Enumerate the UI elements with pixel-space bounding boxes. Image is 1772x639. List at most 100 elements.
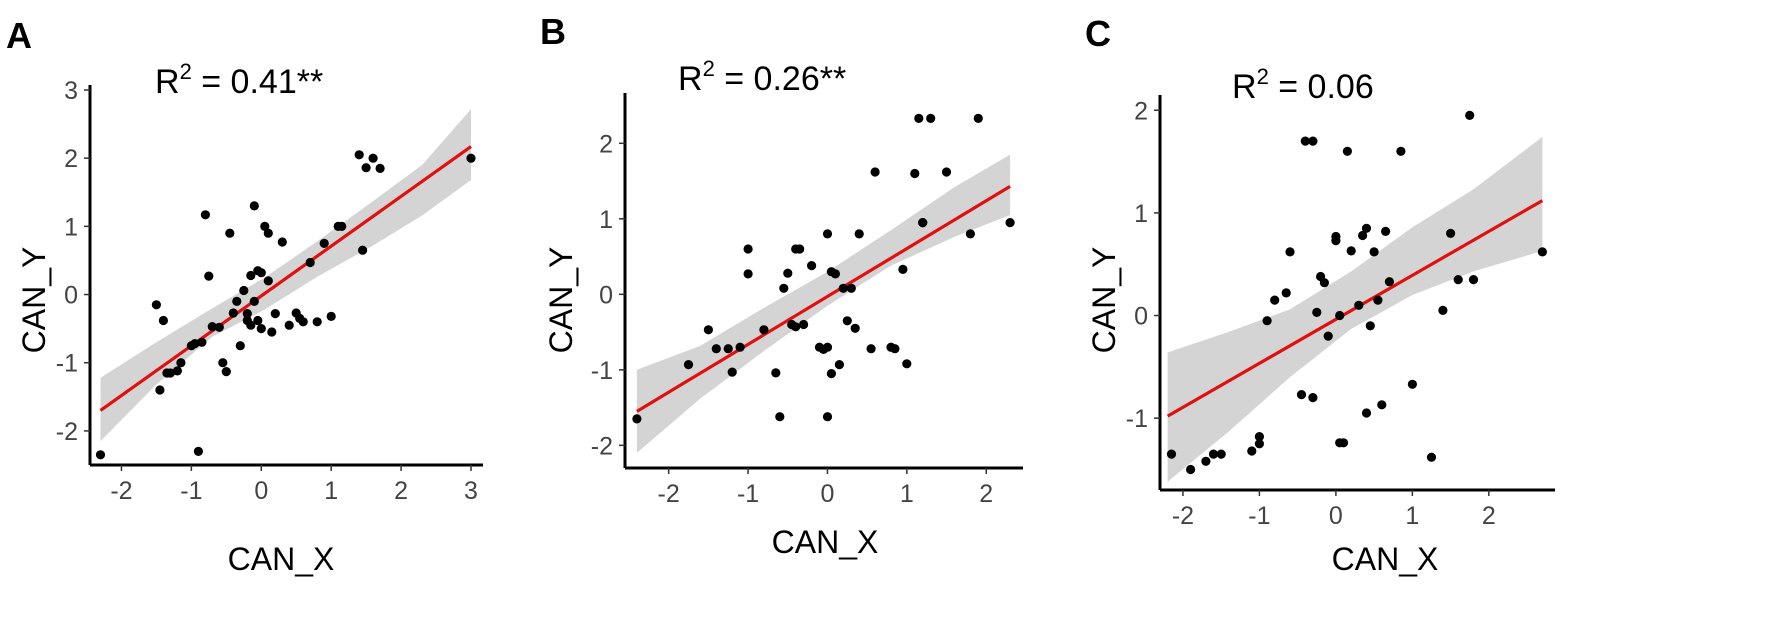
data-point (941, 167, 952, 177)
data-point (759, 325, 769, 335)
data-point (1338, 438, 1349, 448)
data-point (253, 315, 263, 326)
confidence-band (636, 154, 1011, 453)
x-tick-label: -2 (1172, 502, 1194, 530)
data-point (1270, 295, 1280, 305)
y-tick-label: 2 (599, 130, 613, 158)
panel-a: A R2 = 0.41** -2 -1 0 1 2 3 -2 -1 0 1 2 3 CAN_X CAN… (6, 15, 483, 577)
data-point (632, 414, 642, 424)
data-point (151, 300, 161, 310)
x-tick-label: 2 (394, 477, 408, 505)
data-point (1361, 223, 1372, 233)
data-point (1166, 449, 1177, 459)
data-point (1254, 439, 1264, 449)
data-point (1346, 246, 1356, 256)
data-point (1254, 432, 1264, 442)
data-point (249, 296, 259, 306)
x-tick-label: -1 (737, 480, 759, 508)
y-tick-label: 0 (1134, 303, 1148, 331)
y-tick-label: -1 (591, 357, 613, 385)
data-point (277, 237, 287, 247)
data-point (228, 308, 238, 318)
confidence-band (100, 109, 471, 442)
data-point (176, 358, 186, 368)
x-axis-title: CAN_X (1332, 541, 1439, 577)
data-point (683, 360, 694, 370)
x-tick-label: 1 (324, 477, 338, 505)
data-point (826, 369, 837, 379)
data-point (711, 344, 721, 354)
data-point (190, 339, 200, 349)
data-point (870, 167, 880, 177)
data-point (267, 327, 277, 337)
data-point (204, 271, 214, 281)
data-point (1285, 247, 1295, 257)
data-point (822, 229, 833, 239)
data-point (1407, 379, 1417, 389)
y-tick-label: 0 (64, 282, 78, 310)
data-point (771, 368, 781, 378)
y-tick-label: 2 (1134, 97, 1148, 125)
data-point (1369, 247, 1379, 257)
data-point (354, 150, 364, 160)
data-point (197, 337, 207, 347)
panel-label: A (6, 15, 32, 56)
data-point (1426, 452, 1437, 462)
data-point (842, 316, 852, 326)
data-point (965, 229, 976, 239)
data-point (1331, 231, 1341, 242)
data-point (256, 268, 266, 278)
data-point (232, 296, 242, 306)
data-point (1377, 400, 1387, 410)
data-point (1468, 275, 1479, 285)
data-point (1319, 278, 1329, 288)
data-point (890, 344, 900, 354)
data-point (246, 270, 256, 281)
data-point (1361, 408, 1372, 418)
data-point (239, 285, 249, 296)
data-point (1365, 321, 1375, 331)
y-tick-label: 1 (64, 213, 78, 241)
data-point (1216, 449, 1226, 459)
y-tick-label: 2 (64, 145, 78, 173)
data-point (783, 268, 793, 278)
y-tick-label: 1 (1134, 200, 1148, 228)
data-point (822, 412, 833, 422)
data-point (214, 322, 224, 332)
y-tick-label: -1 (1126, 405, 1148, 433)
x-axis-title: CAN_X (228, 541, 335, 577)
x-tick-label: 3 (464, 477, 478, 505)
x-tick-label: -2 (110, 477, 132, 505)
data-point (866, 344, 876, 354)
panel-label: C (1085, 13, 1111, 54)
data-point (361, 163, 371, 173)
data-point (1384, 277, 1394, 287)
data-point (246, 320, 256, 330)
data-point (165, 368, 175, 378)
x-tick-label: -2 (658, 480, 680, 508)
data-point (466, 153, 476, 163)
r2-annotation: R2 = 0.41** (155, 59, 323, 101)
data-point (1323, 331, 1333, 341)
data-point (1247, 446, 1257, 456)
data-point (743, 244, 753, 254)
data-point (822, 342, 833, 352)
data-point (1308, 136, 1318, 146)
x-tick-label: -1 (180, 477, 202, 505)
data-point (260, 221, 270, 231)
data-point (926, 113, 936, 123)
data-point (337, 221, 347, 231)
data-point (846, 283, 856, 293)
data-point (743, 269, 753, 279)
data-point (207, 322, 217, 332)
data-point (242, 309, 252, 319)
data-point (218, 358, 228, 368)
data-point (221, 367, 231, 377)
y-tick-label: 0 (599, 281, 613, 309)
data-point (1208, 449, 1219, 459)
data-point (200, 210, 210, 220)
x-tick-label: 0 (254, 477, 268, 505)
data-point (263, 228, 273, 238)
y-tick-label: -2 (56, 418, 78, 446)
data-point (158, 315, 168, 326)
